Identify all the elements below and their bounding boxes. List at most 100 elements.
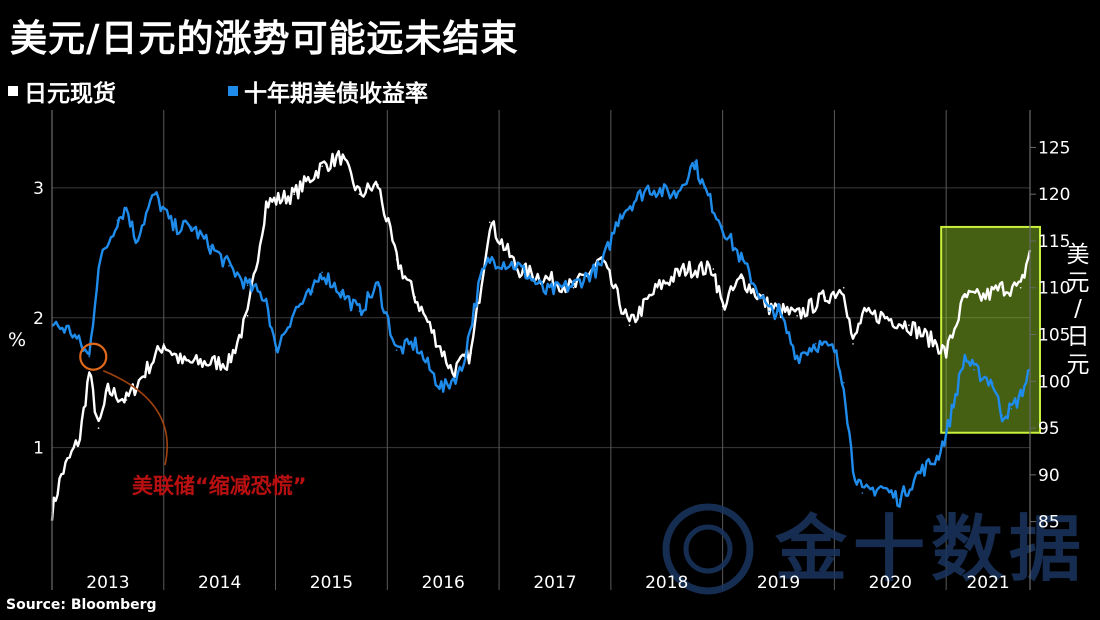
data-point — [880, 485, 882, 488]
data-point — [861, 315, 864, 317]
data-point — [842, 381, 845, 384]
data-point — [619, 213, 621, 215]
data-point — [740, 258, 743, 261]
annotation-label: 美联储“缩减恐慌” — [132, 474, 307, 498]
data-point — [461, 368, 463, 371]
data-point — [796, 355, 798, 358]
data-point — [433, 333, 435, 336]
data-point — [414, 342, 417, 345]
left-axis-label: % — [8, 329, 26, 351]
series-yield — [51, 159, 1031, 508]
data-point — [88, 355, 91, 358]
data-point — [693, 161, 696, 163]
data-point — [144, 371, 146, 373]
data-point — [898, 498, 901, 501]
data-point — [181, 361, 184, 364]
data-point — [852, 343, 854, 345]
data-point — [600, 265, 603, 267]
left-tick-3: 3 — [33, 179, 44, 199]
data-point — [740, 277, 743, 280]
data-point — [1019, 394, 1022, 397]
annotation-circle — [79, 342, 108, 371]
data-point — [814, 342, 817, 345]
source-note: Source: Bloomberg — [6, 597, 157, 613]
data-point — [358, 310, 361, 313]
chart-title: 美元/日元的涨势可能远未结束 — [10, 17, 519, 60]
data-point — [675, 193, 677, 196]
annotation-leader — [102, 369, 168, 466]
data-point — [628, 324, 631, 326]
right-tick-90: 90 — [1038, 466, 1060, 486]
data-point — [833, 349, 836, 352]
data-point — [572, 286, 575, 289]
data-point — [97, 427, 100, 429]
data-point — [936, 457, 938, 459]
data-point — [842, 286, 845, 289]
data-point — [479, 278, 482, 280]
data-point — [107, 389, 109, 392]
data-point — [861, 492, 864, 494]
x-tick-2020: 2020 — [869, 573, 912, 593]
data-point — [824, 296, 826, 298]
right-axis-label: 美元/日元 — [1067, 242, 1090, 378]
gridlines — [52, 110, 1030, 590]
data-point — [116, 219, 118, 222]
x-tick-2016: 2016 — [422, 573, 465, 593]
data-point — [721, 226, 724, 228]
x-tick-2017: 2017 — [533, 573, 576, 593]
data-point — [964, 355, 966, 358]
data-point — [293, 310, 295, 313]
data-point — [1001, 414, 1003, 416]
data-point — [647, 187, 649, 189]
data-point — [544, 290, 547, 293]
data-point — [265, 202, 268, 205]
legend-swatch-yield — [228, 86, 238, 96]
right-tick-115: 115 — [1038, 232, 1070, 252]
right-tick-125: 125 — [1038, 138, 1070, 158]
data-point — [684, 268, 687, 270]
data-point — [982, 296, 985, 298]
data-point — [125, 206, 128, 209]
data-point — [712, 268, 715, 270]
data-point — [908, 324, 910, 326]
right-tick-100: 100 — [1038, 372, 1070, 392]
data-point — [917, 472, 920, 475]
data-point — [79, 436, 81, 439]
data-point — [321, 271, 323, 274]
right-tick-120: 120 — [1038, 185, 1070, 205]
legend-label-yield: 十年期美债收益率 — [244, 81, 428, 107]
x-axis-ticks: 2013 2014 2015 2016 2017 2018 2019 2020 2021 — [86, 573, 1009, 593]
x-tick-2018: 2018 — [645, 573, 688, 593]
x-tick-2013: 2013 — [86, 573, 129, 593]
data-point — [265, 297, 268, 300]
data-point — [339, 290, 342, 293]
data-point — [377, 284, 379, 287]
data-point — [395, 349, 398, 352]
data-point — [945, 352, 947, 355]
legend-item-yield: 十年期美债收益率 — [228, 74, 428, 108]
left-tick-2: 2 — [33, 309, 44, 329]
data-point — [777, 310, 780, 313]
data-point — [1010, 407, 1013, 410]
legend-swatch-yen — [8, 86, 18, 96]
data-point — [377, 184, 379, 186]
x-tick-2015: 2015 — [310, 573, 353, 593]
data-point — [246, 315, 249, 317]
data-point — [293, 193, 295, 195]
data-point — [88, 371, 91, 373]
data-point — [852, 466, 854, 468]
data-point — [954, 394, 957, 397]
highlight-box — [940, 225, 1042, 434]
right-tick-105: 105 — [1038, 326, 1070, 346]
data-point — [442, 388, 445, 390]
data-point — [768, 310, 770, 313]
highlight-rect — [940, 225, 1042, 434]
right-tick-95: 95 — [1038, 419, 1060, 439]
data-point — [172, 226, 174, 228]
left-axis-ticks: 1 2 3% — [8, 179, 44, 459]
data-point — [656, 286, 659, 289]
x-tick-2019: 2019 — [757, 573, 800, 593]
data-point — [125, 399, 128, 401]
data-point — [339, 155, 342, 158]
annotation-group: 美联储“缩减恐慌” — [79, 342, 307, 498]
